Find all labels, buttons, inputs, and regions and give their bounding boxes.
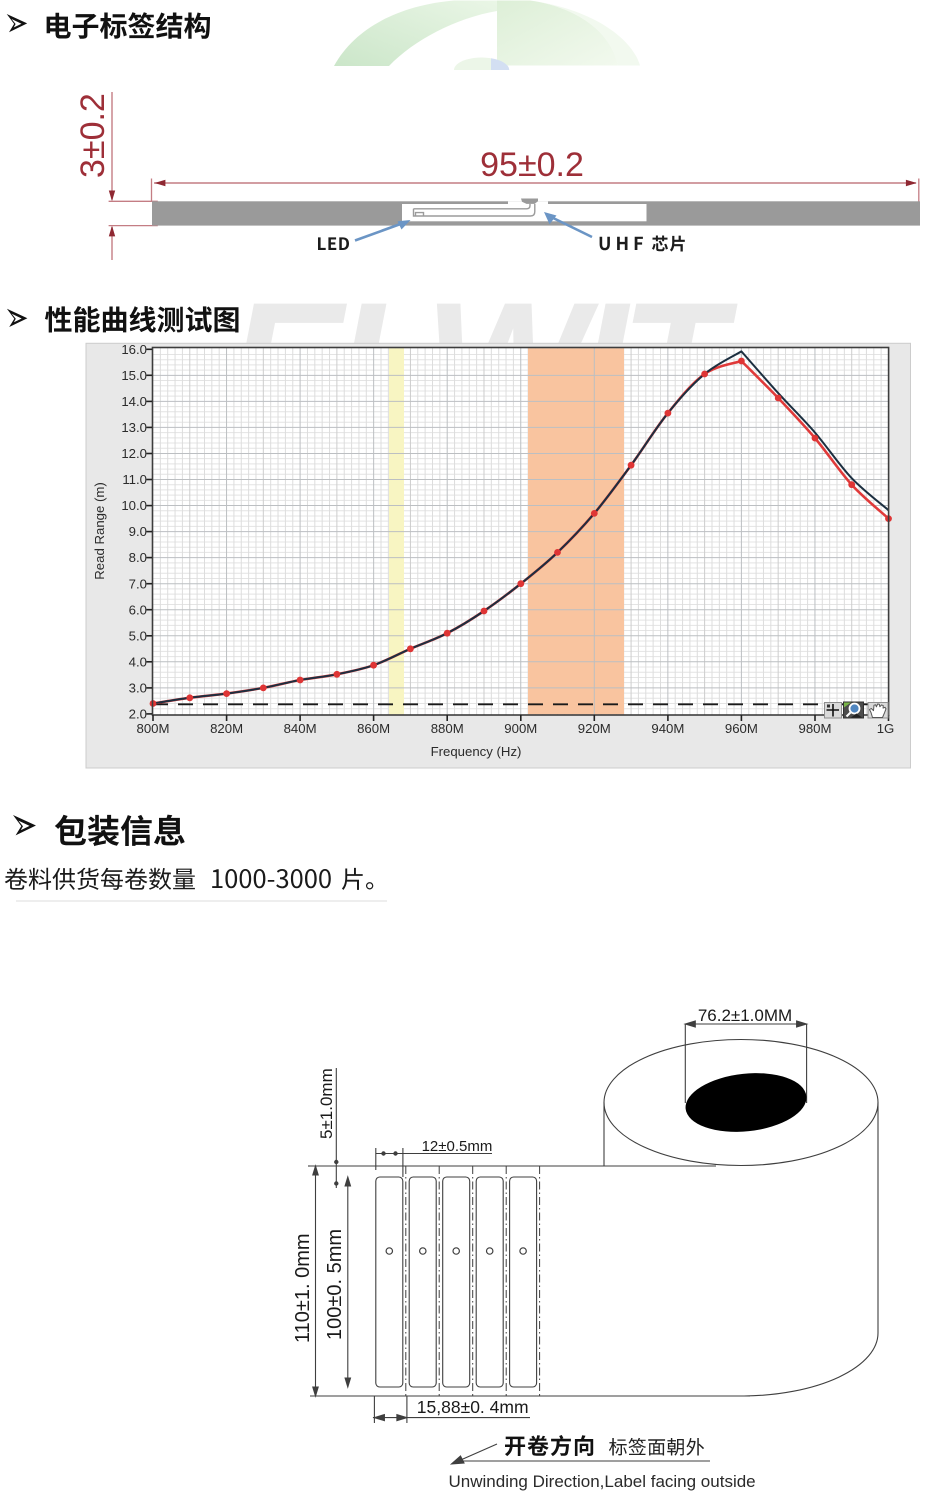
svg-text:3±0.2: 3±0.2 <box>74 93 112 178</box>
svg-text:5.0: 5.0 <box>129 628 147 643</box>
svg-text:9.0: 9.0 <box>129 524 147 539</box>
svg-text:880M: 880M <box>431 721 464 736</box>
svg-text:14.0: 14.0 <box>121 394 147 409</box>
svg-text:860M: 860M <box>357 721 390 736</box>
svg-text:900M: 900M <box>504 721 537 736</box>
svg-text:800M: 800M <box>137 721 170 736</box>
svg-text:820M: 820M <box>210 721 243 736</box>
svg-text:840M: 840M <box>284 721 317 736</box>
svg-text:2.0: 2.0 <box>129 707 147 722</box>
svg-text:Unwinding Direction,Label faci: Unwinding Direction,Label facing outside <box>449 1472 756 1491</box>
svg-text:76.2±1.0MM: 76.2±1.0MM <box>698 1006 792 1025</box>
svg-text:940M: 940M <box>651 721 684 736</box>
svg-text:11.0: 11.0 <box>122 472 147 487</box>
svg-text:100±0. 5mm: 100±0. 5mm <box>324 1229 346 1340</box>
svg-text:95±0.2: 95±0.2 <box>480 146 584 184</box>
svg-text:12.0: 12.0 <box>121 446 147 461</box>
svg-text:15,88±0. 4mm: 15,88±0. 4mm <box>417 1397 529 1417</box>
svg-text:16.0: 16.0 <box>121 342 147 357</box>
svg-text:10.0: 10.0 <box>121 498 147 513</box>
svg-text:13.0: 13.0 <box>121 420 147 435</box>
svg-text:920M: 920M <box>578 721 611 736</box>
svg-text:7.0: 7.0 <box>129 576 147 591</box>
svg-text:Read Range (m): Read Range (m) <box>92 482 107 579</box>
svg-text:110±1. 0mm: 110±1. 0mm <box>292 1233 314 1343</box>
svg-text:15.0: 15.0 <box>121 368 147 383</box>
svg-text:Frequency (Hz): Frequency (Hz) <box>431 744 522 759</box>
svg-text:6.0: 6.0 <box>129 602 147 617</box>
svg-text:5±1.0mm: 5±1.0mm <box>317 1068 336 1139</box>
svg-text:3.0: 3.0 <box>129 681 147 696</box>
svg-text:960M: 960M <box>725 721 758 736</box>
svg-text:980M: 980M <box>799 721 832 736</box>
svg-text:1G: 1G <box>877 721 895 736</box>
svg-text:4.0: 4.0 <box>129 654 147 669</box>
svg-text:12±0.5mm: 12±0.5mm <box>422 1138 493 1155</box>
svg-text:8.0: 8.0 <box>129 550 147 565</box>
